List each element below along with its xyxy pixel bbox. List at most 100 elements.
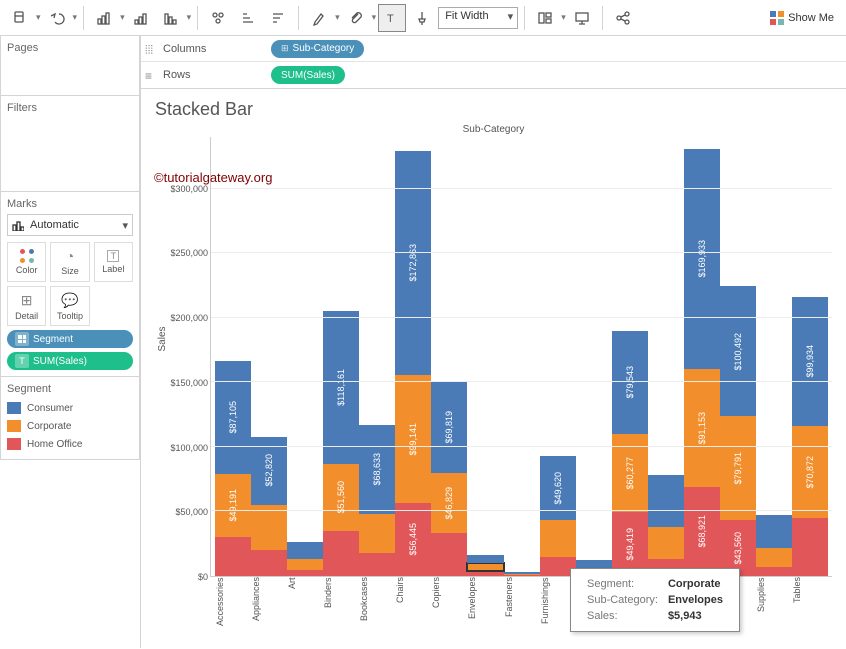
bar-segment[interactable] [359,553,395,576]
bar-column[interactable]: $52,820 [251,437,287,577]
sort-desc-button[interactable] [157,4,185,32]
show-dashboard-button[interactable] [531,4,559,32]
bar-segment[interactable]: $56,445 [395,503,431,576]
bar-segment[interactable]: $172,863 [395,151,431,375]
bar-segment[interactable] [323,531,359,576]
legend-swatch [7,438,21,450]
filters-card[interactable]: Filters [0,96,140,192]
y-tick: $200,000 [158,313,208,323]
sort-descending-icon[interactable] [264,4,292,32]
bar-column[interactable] [287,542,323,576]
marks-card: Marks Automatic Color ◔Size TLabel ⊞Deta… [0,192,140,377]
bar-segment[interactable]: $68,633 [359,425,395,514]
bar-segment[interactable] [467,555,503,563]
bar-segment[interactable]: $69,819 [431,382,467,472]
bar-segment[interactable]: $118,161 [323,311,359,464]
bar-segment[interactable] [467,571,503,576]
bar-column[interactable]: $43,560$79,791$100,492 [720,286,756,576]
bar-column[interactable] [504,572,540,576]
bar-column[interactable]: $70,872$99,934 [792,297,828,576]
highlight-button[interactable] [305,4,333,32]
legend-item[interactable]: Consumer [7,399,133,417]
show-me-button[interactable]: Show Me [764,11,840,25]
bar-segment[interactable]: $46,829 [431,473,467,534]
bar-segment[interactable]: $70,872 [792,426,828,518]
bar-segment[interactable] [648,527,684,559]
bar-segment[interactable] [756,548,792,567]
marks-type-dropdown[interactable]: Automatic [7,214,133,236]
bar-column[interactable]: $49,419$60,277$79,543 [612,331,648,576]
bar-column[interactable]: $68,921$91,153$169,933 [684,149,720,576]
legend-item[interactable]: Home Office [7,435,133,453]
bar-segment[interactable]: $79,543 [612,331,648,434]
bar-segment[interactable] [756,567,792,576]
bar-segment[interactable]: $99,141 [395,375,431,503]
mark-detail-button[interactable]: ⊞Detail [7,286,46,326]
bar-column[interactable]: $68,633 [359,425,395,576]
bar-segment[interactable] [467,563,503,571]
columns-pill[interactable]: ⊞Sub-Category [271,40,364,58]
bar-column[interactable]: $51,560$118,161 [323,311,359,576]
bar-segment[interactable] [756,515,792,547]
sort-ascending-icon[interactable] [234,4,262,32]
share-button[interactable] [609,4,637,32]
bar-column[interactable] [756,515,792,576]
presentation-button[interactable] [568,4,596,32]
bar-segment[interactable] [431,533,467,576]
bar-segment[interactable] [251,505,287,550]
columns-shelf[interactable]: ⦙⦙⦙Columns ⊞Sub-Category [141,36,846,62]
bar-column[interactable]: $49,620 [540,456,576,576]
bar-segment[interactable]: $100,492 [720,286,756,416]
bar-segment[interactable] [576,560,612,568]
attach-button[interactable] [342,4,370,32]
bar-column[interactable]: $56,445$99,141$172,863 [395,151,431,576]
new-datasource-button[interactable] [6,4,34,32]
mark-pill-sum[interactable]: TSUM(Sales) [7,352,133,370]
bar-segment[interactable]: $68,921 [684,487,720,576]
swap-button[interactable] [90,4,118,32]
x-tick-label: Appliances [251,577,287,643]
bar-segment[interactable] [504,574,540,575]
undo-button[interactable] [43,4,71,32]
mark-color-button[interactable]: Color [7,242,46,282]
bar-segment[interactable]: $169,933 [684,149,720,369]
group-button[interactable] [204,4,232,32]
sort-asc-button[interactable] [127,4,155,32]
bar-segment[interactable] [287,570,323,576]
bar-segment[interactable] [504,572,540,574]
pin-button[interactable] [408,4,436,32]
bar-segment[interactable] [287,542,323,559]
bar-column[interactable]: $49,191$87,105 [215,361,251,576]
bar-segment[interactable] [287,559,323,569]
bar-column[interactable]: $46,829$69,819 [431,382,467,576]
bar-segment[interactable]: $91,153 [684,369,720,487]
bar-segment[interactable]: $49,191 [215,474,251,538]
bar-segment[interactable] [359,514,395,553]
mark-size-button[interactable]: ◔Size [50,242,89,282]
bar-column[interactable] [467,555,503,576]
bar-segment[interactable]: $51,560 [323,464,359,531]
fit-dropdown[interactable]: Fit Width [438,7,518,29]
bar-segment[interactable] [540,520,576,556]
y-tick: $0 [158,572,208,582]
rows-shelf[interactable]: ≡Rows SUM(Sales) [141,62,846,88]
show-me-label: Show Me [788,12,834,24]
bar-segment[interactable]: $87,105 [215,361,251,474]
bar-segment[interactable]: $79,791 [720,416,756,519]
rows-pill[interactable]: SUM(Sales) [271,66,345,84]
bar-segment[interactable] [648,475,684,527]
bar-segment[interactable] [251,550,287,576]
show-labels-button[interactable]: T [378,4,406,32]
pages-card[interactable]: Pages [0,36,140,96]
mark-tooltip-button[interactable]: 💬Tooltip [50,286,89,326]
bar-segment[interactable] [504,575,540,576]
mark-label-button[interactable]: TLabel [94,242,133,282]
bar-segment[interactable] [215,537,251,576]
bar-segment[interactable]: $49,419 [612,512,648,576]
bar-column[interactable] [648,475,684,576]
bar-segment[interactable] [792,518,828,576]
legend-item[interactable]: Corporate [7,417,133,435]
chart-plot[interactable]: $49,191$87,105$52,820$51,560$118,161$68,… [211,137,832,577]
columns-icon: ⦙⦙⦙ [145,43,153,58]
mark-pill-segment[interactable]: Segment [7,330,133,348]
